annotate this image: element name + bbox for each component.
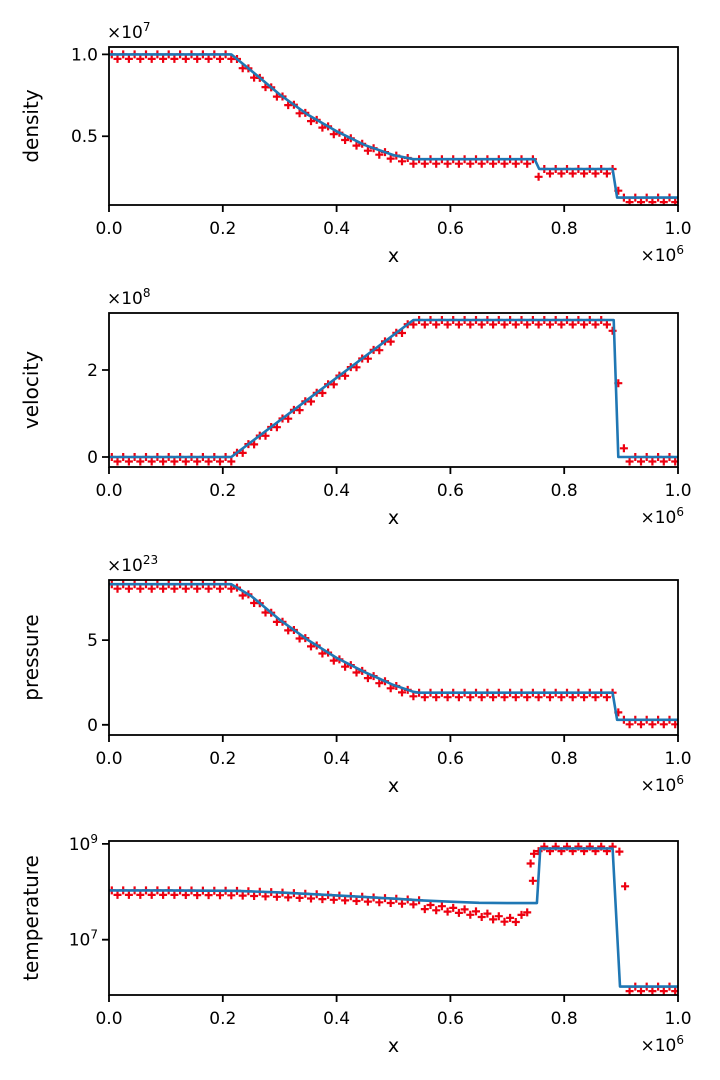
x-tick-label: 1.0: [664, 481, 691, 501]
x-axis: 0.0 0.2 0.4 0.6 0.8 1.0: [95, 219, 691, 239]
x-axis-title: x: [388, 1035, 399, 1057]
plot-area: [109, 842, 678, 995]
x-tick-label: 0.2: [209, 749, 236, 769]
exact-solution-line: [109, 318, 678, 459]
axes-box: [108, 579, 679, 736]
temperature-chart: 0.0 0.2 0.4 0.6 0.8 1.0 109 107 ×106 x temperature: [19, 832, 692, 1057]
y-tick-label: 5: [87, 631, 98, 651]
y-tick-label: 109: [69, 832, 98, 855]
y-tick-label: 2: [87, 361, 98, 381]
y-axis-title: pressure: [19, 614, 43, 700]
y-offset-text: ×1023: [107, 553, 158, 576]
x-tick-label: 0.2: [209, 481, 236, 501]
y-axis: 1.0 0.5: [71, 45, 98, 147]
x-tick-label: 0.4: [323, 219, 350, 239]
y-axis-title: density: [19, 89, 43, 162]
x-tick-label: 0.0: [95, 749, 122, 769]
x-tick-label: 0.6: [437, 1009, 464, 1029]
x-tick-label: 0.8: [551, 481, 578, 501]
y-offset-text: ×108: [107, 286, 151, 309]
x-tick-label: 0.8: [551, 219, 578, 239]
y-axis-title: temperature: [19, 855, 43, 981]
y-axis: 50: [87, 631, 98, 736]
y-tick-label: 0: [87, 448, 98, 468]
x-tick-label: 0.2: [209, 1009, 236, 1029]
axes-box: [108, 312, 679, 468]
x-tick-label: 0.4: [323, 1009, 350, 1029]
x-tick-label: 1.0: [664, 749, 691, 769]
x-axis: 0.0 0.2 0.4 0.6 0.8 1.0: [95, 481, 691, 501]
numerical-solution-markers: [109, 842, 678, 995]
x-axis-title: x: [388, 245, 399, 267]
y-tick-label: 0: [87, 716, 98, 736]
x-axis: 0.0 0.2 0.4 0.6 0.8 1.0: [95, 749, 691, 769]
exact-solution-line: [109, 847, 678, 988]
x-tick-label: 0.6: [437, 481, 464, 501]
x-offset-text: ×106: [640, 243, 684, 266]
x-tick-label: 0.2: [209, 219, 236, 239]
tick-marks: [102, 53, 679, 212]
plot-area: [109, 316, 678, 466]
density-chart: 0.0 0.2 0.4 0.6 0.8 1.0 1.0 0.5 ×107 ×106 x density: [19, 20, 692, 267]
x-tick-label: 1.0: [664, 219, 691, 239]
y-tick-label: 0.5: [71, 127, 98, 147]
exact-solution-line: [109, 582, 678, 722]
x-tick-label: 0.0: [95, 219, 122, 239]
x-tick-label: 0.4: [323, 481, 350, 501]
axes-box: [108, 840, 679, 996]
plot-area: [109, 50, 678, 205]
x-offset-text: ×106: [640, 505, 684, 528]
y-axis: 109 107: [69, 832, 98, 951]
x-tick-label: 0.4: [323, 749, 350, 769]
x-axis: 0.0 0.2 0.4 0.6 0.8 1.0: [95, 1009, 691, 1029]
exact-solution-line: [109, 53, 678, 199]
y-offset-text: ×107: [107, 20, 151, 43]
x-offset-text: ×106: [640, 773, 684, 796]
x-tick-label: 0.0: [95, 481, 122, 501]
x-tick-label: 0.6: [437, 219, 464, 239]
tick-marks: [102, 639, 679, 742]
numerical-solution-markers: [109, 50, 678, 205]
y-axis-title: velocity: [19, 351, 43, 429]
y-tick-label: 107: [69, 928, 98, 951]
x-tick-label: 0.0: [95, 1009, 122, 1029]
plot-area: [109, 580, 678, 729]
x-tick-label: 0.8: [551, 1009, 578, 1029]
tick-marks: [102, 369, 679, 474]
x-axis-title: x: [388, 507, 399, 529]
x-axis-title: x: [388, 775, 399, 797]
y-tick-label: 1.0: [71, 45, 98, 65]
x-tick-label: 0.6: [437, 749, 464, 769]
x-offset-text: ×106: [640, 1033, 684, 1056]
x-tick-label: 0.8: [551, 749, 578, 769]
numerical-solution-markers: [109, 316, 678, 466]
axes-box: [108, 46, 679, 206]
numerical-solution-markers: [109, 580, 678, 729]
tick-marks: [102, 843, 679, 1002]
x-tick-label: 1.0: [664, 1009, 691, 1029]
y-axis: 20: [87, 361, 98, 468]
